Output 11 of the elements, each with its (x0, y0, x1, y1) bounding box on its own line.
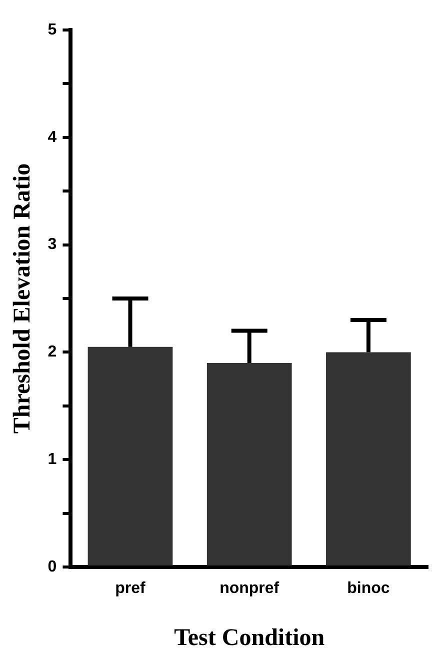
y-tick-label: 1 (48, 451, 57, 468)
y-tick-label: 0 (48, 558, 57, 576)
y-tick-label: 2 (48, 344, 57, 361)
y-tick-label: 5 (48, 21, 57, 38)
x-tick-label: nonpref (220, 580, 280, 598)
y-tick-label: 3 (48, 236, 57, 254)
y-axis-title: Threshold Elevation Ratio (10, 163, 36, 434)
x-axis-title: Test Condition (174, 624, 325, 651)
x-tick-label: pref (115, 580, 146, 598)
y-tick-label: 4 (48, 128, 57, 146)
x-tick-label: binoc (347, 580, 390, 598)
